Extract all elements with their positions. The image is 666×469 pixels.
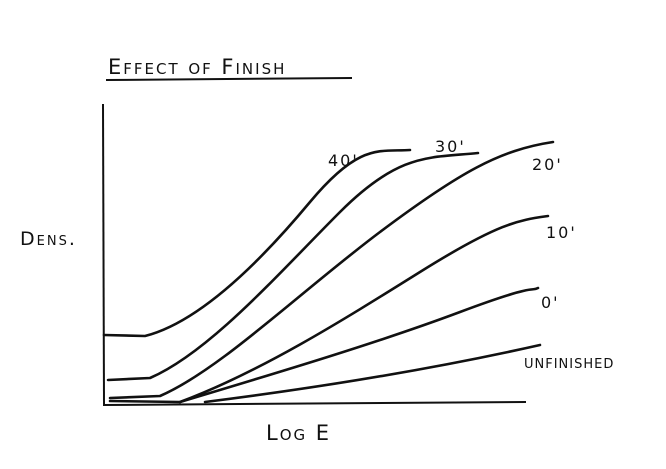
curve	[203, 343, 542, 404]
curve	[106, 151, 480, 382]
title-underline	[105, 77, 353, 81]
x-axis-label: Log E	[266, 421, 331, 445]
curve-label: 20'	[532, 155, 563, 174]
curve-label: 30'	[435, 137, 466, 156]
curve-label: 0'	[541, 293, 560, 312]
curve-label: 40'	[328, 151, 359, 170]
curve	[108, 140, 555, 400]
y-axis-label: Dens.	[20, 228, 77, 250]
chart-title: Effect of Finish	[108, 55, 286, 79]
curve	[108, 214, 550, 404]
curve	[178, 286, 540, 404]
curve-label: 10'	[546, 223, 577, 242]
curve	[102, 148, 412, 338]
y-axis	[102, 103, 105, 406]
curve-label: UNFINISHED	[524, 357, 614, 372]
x-axis	[102, 401, 527, 406]
